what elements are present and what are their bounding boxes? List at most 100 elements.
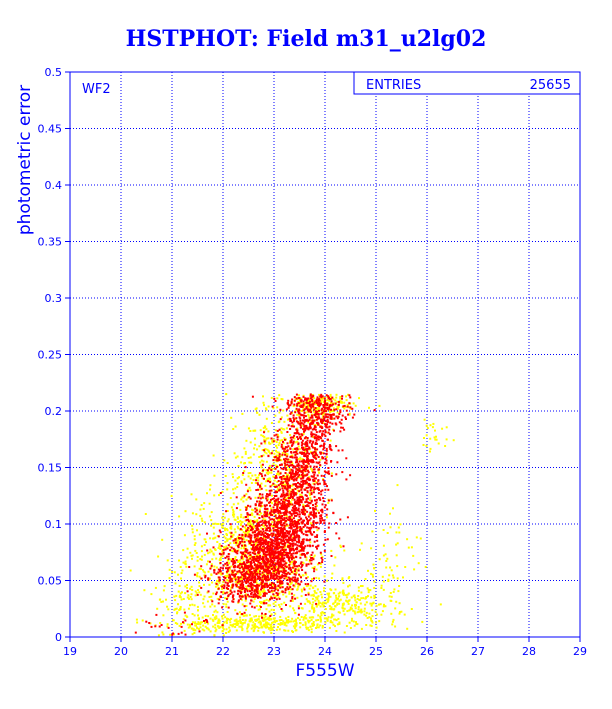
data-point [277, 585, 280, 587]
data-point [306, 455, 309, 457]
data-point [258, 615, 261, 618]
data-point [276, 457, 279, 460]
data-point [227, 631, 230, 633]
data-point [305, 486, 308, 489]
data-point [268, 549, 271, 551]
data-point [251, 520, 254, 522]
data-point [264, 527, 267, 530]
data-point [291, 503, 294, 506]
data-point [268, 578, 271, 581]
data-point [190, 554, 193, 557]
data-point [200, 517, 203, 520]
data-point [309, 494, 312, 497]
data-point [295, 502, 298, 505]
data-point [236, 582, 239, 585]
data-point [266, 515, 269, 518]
data-point [314, 448, 317, 451]
data-point [295, 479, 298, 482]
data-point [197, 623, 200, 625]
data-point [288, 478, 291, 481]
data-point [300, 397, 303, 400]
data-point [290, 460, 293, 463]
data-point [286, 518, 289, 521]
data-point [303, 466, 305, 469]
data-point [276, 466, 278, 468]
data-point [284, 457, 287, 460]
data-point [162, 614, 165, 617]
data-point [277, 589, 280, 592]
data-point [208, 502, 211, 505]
data-point [230, 586, 233, 589]
data-point [302, 503, 305, 506]
data-point [269, 577, 272, 580]
data-point [275, 598, 278, 601]
data-point [293, 494, 296, 497]
data-point [330, 449, 333, 452]
data-point [343, 428, 346, 431]
data-point [315, 501, 318, 504]
data-point [335, 630, 338, 632]
data-point [308, 492, 311, 495]
data-point [178, 584, 181, 587]
data-point [222, 513, 225, 516]
data-point [291, 471, 294, 474]
data-point [309, 555, 312, 558]
data-point [299, 458, 302, 461]
data-point [339, 401, 342, 404]
data-point [315, 453, 318, 456]
data-point [197, 621, 200, 624]
data-point [310, 487, 313, 490]
data-point [305, 455, 308, 458]
data-point [312, 616, 315, 619]
data-point [265, 618, 268, 621]
data-point [338, 602, 340, 605]
data-point [217, 618, 220, 621]
data-point [322, 497, 325, 500]
data-point [231, 625, 234, 628]
data-point [254, 533, 257, 536]
data-point [229, 624, 232, 627]
data-point [163, 585, 166, 588]
data-point [258, 537, 261, 540]
data-point [211, 558, 214, 561]
data-point [189, 604, 191, 607]
data-point [345, 596, 348, 599]
data-point [314, 424, 317, 426]
data-point [267, 455, 270, 458]
data-point [312, 451, 315, 454]
data-point [270, 628, 273, 631]
data-point [277, 457, 280, 460]
data-point [392, 507, 394, 510]
data-point [276, 446, 279, 449]
data-point [304, 509, 307, 512]
data-point [368, 406, 370, 409]
data-point [257, 541, 260, 544]
data-point [302, 463, 305, 466]
data-point [252, 621, 255, 624]
data-point [262, 545, 265, 548]
data-point [313, 486, 316, 489]
data-point [210, 574, 213, 577]
data-point [237, 502, 240, 505]
data-point [282, 537, 285, 540]
data-point [325, 394, 328, 397]
data-point [320, 437, 323, 440]
data-point [365, 611, 368, 614]
data-point [281, 484, 283, 487]
data-point [339, 400, 342, 403]
data-point [259, 508, 261, 511]
data-point [280, 619, 283, 621]
data-point [315, 526, 318, 529]
data-point [301, 486, 303, 489]
data-point [278, 561, 281, 564]
data-point [306, 450, 309, 453]
data-point [256, 555, 259, 558]
data-point [433, 436, 436, 439]
data-point [304, 622, 307, 625]
data-point [249, 590, 251, 593]
data-point [316, 509, 319, 512]
data-point [256, 592, 259, 595]
data-point [243, 621, 246, 624]
data-point [301, 546, 304, 549]
data-point [264, 575, 267, 578]
